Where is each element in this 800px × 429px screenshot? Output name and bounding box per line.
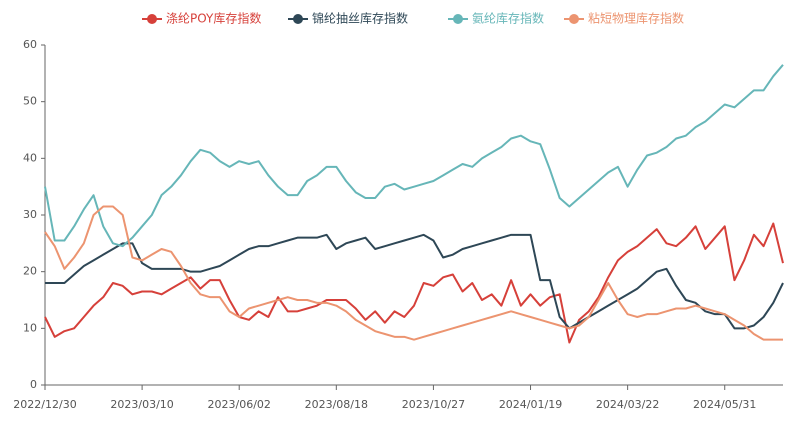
legend-label: 氨纶库存指数 [472, 11, 544, 26]
y-tick-label: 30 [23, 208, 37, 221]
y-tick-label: 10 [23, 321, 37, 334]
y-tick-label: 40 [23, 151, 37, 164]
x-tick-label: 2024/05/31 [693, 398, 756, 411]
x-tick-label: 2023/06/02 [208, 398, 271, 411]
x-tick-label: 2023/10/27 [402, 398, 465, 411]
legend-label: 锦纶抽丝库存指数 [312, 11, 408, 26]
series-line [44, 64, 784, 248]
x-tick-label: 2023/03/10 [110, 398, 173, 411]
x-tick-label: 2024/01/19 [499, 398, 562, 411]
x-tick-label: 2022/12/30 [13, 398, 76, 411]
y-tick-label: 0 [30, 378, 37, 391]
series-line [44, 205, 783, 341]
legend-label: 涤纶POY库存指数 [166, 11, 261, 26]
legend-label: 粘短物理库存指数 [588, 11, 684, 26]
x-tick-label: 2024/03/22 [596, 398, 659, 411]
y-tick-label: 60 [23, 38, 37, 51]
y-tick-label: 50 [23, 95, 37, 108]
series-line [45, 233, 784, 330]
y-tick-label: 20 [23, 265, 37, 278]
x-tick-label: 2023/08/18 [305, 398, 368, 411]
series-line [44, 222, 784, 344]
